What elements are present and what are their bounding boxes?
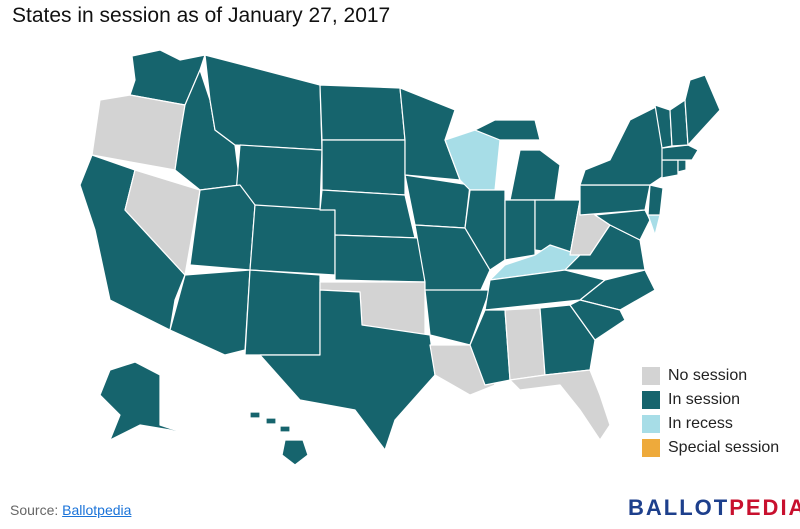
state-hawaii-maui[interactable]: [279, 425, 291, 433]
state-hawaii-kauai[interactable]: [249, 411, 261, 419]
state-florida[interactable]: [509, 369, 611, 441]
legend: No session In session In recess Special …: [642, 364, 779, 460]
legend-item-no-session: No session: [642, 364, 779, 388]
state-montana[interactable]: [204, 54, 323, 151]
state-alabama[interactable]: [504, 307, 546, 381]
logo-part-1: BALLOT: [628, 495, 730, 520]
state-minnesota[interactable]: [399, 87, 461, 181]
state-georgia[interactable]: [539, 304, 596, 376]
state-rhode-island[interactable]: [677, 159, 687, 173]
state-maine[interactable]: [684, 74, 721, 146]
state-michigan[interactable]: [509, 149, 561, 201]
state-connecticut[interactable]: [661, 159, 679, 179]
legend-item-special-session: Special session: [642, 436, 779, 460]
source-link[interactable]: Ballotpedia: [62, 502, 132, 518]
state-alaska[interactable]: [99, 361, 206, 441]
state-delaware[interactable]: [647, 214, 661, 236]
state-south-carolina[interactable]: [569, 299, 626, 341]
state-hawaii[interactable]: [281, 439, 309, 466]
state-hawaii-oahu[interactable]: [265, 417, 277, 425]
state-utah[interactable]: [189, 184, 256, 271]
state-north-dakota[interactable]: [319, 84, 406, 141]
logo-part-2: PEDIA: [729, 495, 800, 520]
legend-swatch: [642, 439, 660, 457]
state-new-jersey[interactable]: [647, 184, 664, 216]
legend-item-in-recess: In recess: [642, 412, 779, 436]
state-south-dakota[interactable]: [321, 139, 406, 196]
ballotpedia-logo: BALLOTPEDIA: [628, 495, 800, 521]
state-arizona[interactable]: [169, 269, 251, 356]
state-colorado[interactable]: [249, 204, 336, 276]
source-prefix: Source:: [10, 502, 63, 518]
state-michigan-upper[interactable]: [474, 119, 541, 141]
state-texas[interactable]: [259, 289, 436, 451]
map-title: States in session as of January 27, 2017: [12, 4, 391, 27]
state-oregon[interactable]: [91, 94, 186, 171]
legend-label: In session: [668, 391, 741, 408]
legend-swatch: [642, 391, 660, 409]
state-indiana[interactable]: [504, 199, 536, 261]
legend-label: No session: [668, 367, 748, 384]
state-iowa[interactable]: [404, 174, 471, 229]
legend-swatch: [642, 415, 660, 433]
state-kansas[interactable]: [334, 234, 426, 283]
source-credit: Source: Ballotpedia: [10, 502, 131, 518]
legend-label: In recess: [668, 415, 733, 432]
state-illinois[interactable]: [464, 189, 506, 271]
state-maryland[interactable]: [594, 209, 651, 241]
legend-item-in-session: In session: [642, 388, 779, 412]
legend-swatch: [642, 367, 660, 385]
legend-label: Special session: [668, 439, 780, 456]
state-new-mexico[interactable]: [244, 269, 321, 356]
state-wisconsin[interactable]: [444, 129, 501, 191]
state-new-york[interactable]: [579, 104, 671, 186]
